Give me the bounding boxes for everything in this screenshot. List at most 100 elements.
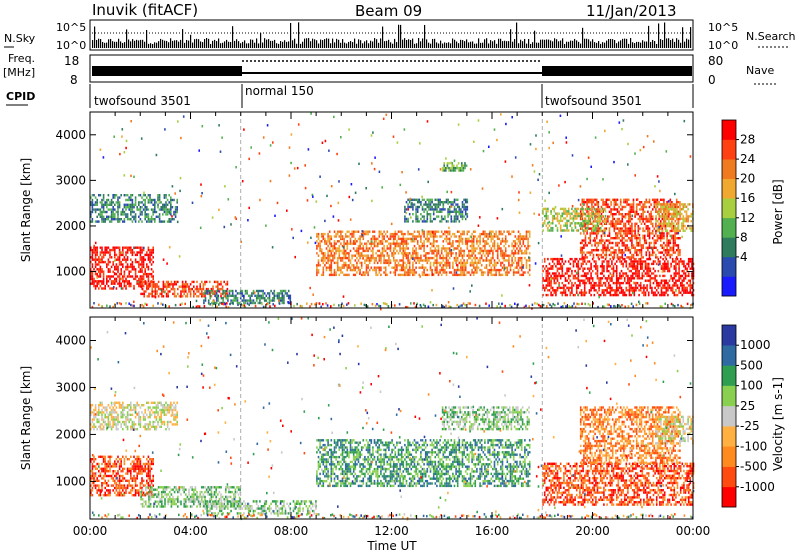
range-cell	[115, 280, 118, 283]
range-cell	[659, 225, 662, 228]
range-cell	[373, 235, 376, 238]
range-cell	[333, 256, 336, 260]
range-cell	[651, 198, 654, 201]
range-cell	[340, 256, 342, 260]
nsky-sample	[602, 42, 604, 48]
range-cell	[162, 280, 165, 284]
range-cell	[383, 230, 385, 233]
range-cell	[616, 217, 619, 221]
range-cell	[556, 277, 559, 280]
range-cell	[429, 261, 432, 265]
range-cell	[627, 277, 629, 280]
range-cell	[589, 253, 592, 257]
range-cell	[104, 246, 106, 249]
range-cell	[405, 208, 408, 211]
range-cell	[155, 215, 158, 218]
range-cell	[384, 259, 387, 262]
range-cell	[615, 277, 618, 280]
range-cell	[643, 222, 646, 225]
range-cell	[365, 254, 368, 257]
range-cell	[678, 291, 680, 294]
range-cell	[117, 206, 119, 209]
range-cell	[104, 203, 106, 206]
range-cell	[455, 220, 457, 223]
range-cell	[316, 232, 318, 236]
range-cell	[101, 198, 103, 202]
range-cell	[563, 210, 565, 213]
range-cell	[511, 259, 513, 262]
range-cell	[677, 210, 680, 213]
nsky-sample	[556, 39, 558, 48]
range-cell	[679, 281, 682, 285]
range-cell	[96, 263, 98, 266]
range-cell	[594, 249, 596, 252]
range-cell	[383, 247, 385, 250]
range-cell	[450, 244, 453, 248]
range-cell	[674, 232, 676, 235]
range-cell	[215, 289, 218, 293]
range-cell	[572, 219, 575, 223]
range-cell	[394, 259, 397, 262]
range-cell	[370, 259, 373, 262]
range-cell	[619, 227, 622, 230]
nsky-sample	[374, 38, 376, 48]
range-cell	[201, 290, 203, 293]
range-cell	[466, 237, 469, 241]
range-cell	[669, 241, 672, 245]
range-cell	[317, 259, 320, 262]
range-cell	[381, 254, 384, 257]
range-cell	[671, 286, 674, 290]
range-cell	[607, 281, 610, 285]
range-cell	[392, 259, 395, 262]
range-cell	[586, 210, 588, 213]
range-cell	[657, 286, 660, 290]
range-cell	[243, 297, 245, 300]
range-cell	[333, 242, 336, 245]
range-cell	[170, 196, 172, 199]
range-cell	[120, 268, 122, 271]
range-cell	[159, 287, 161, 291]
range-cell	[126, 258, 129, 261]
range-cell	[333, 268, 336, 272]
range-cell	[619, 281, 621, 285]
nsky-sample	[390, 42, 392, 48]
range-cell	[583, 201, 585, 204]
range-cell	[448, 261, 451, 265]
range-cell	[561, 272, 564, 275]
range-cell	[423, 247, 425, 250]
nsky-sample	[570, 40, 572, 48]
range-cell	[551, 229, 554, 232]
range-cell	[622, 289, 624, 292]
range-cell	[408, 201, 411, 204]
range-cell	[138, 284, 140, 288]
range-cell	[257, 301, 260, 305]
range-cell	[142, 198, 145, 202]
range-cell	[133, 206, 135, 209]
range-cell	[511, 261, 513, 265]
range-cell	[447, 254, 449, 257]
range-cell	[158, 194, 161, 197]
range-cell	[581, 246, 584, 249]
range-cell	[600, 249, 603, 252]
range-cell	[463, 215, 465, 218]
range-cell	[669, 198, 672, 201]
range-cell	[582, 291, 584, 294]
range-cell	[519, 273, 521, 277]
range-cell	[613, 225, 616, 228]
nsky-sample	[686, 38, 688, 48]
range-cell	[458, 205, 461, 209]
range-cell	[429, 264, 432, 267]
range-cell	[548, 277, 551, 280]
nsky-sample	[172, 40, 174, 48]
range-cell	[574, 274, 576, 278]
range-cell	[589, 239, 592, 242]
range-cell	[330, 252, 333, 255]
range-cell	[559, 257, 562, 261]
range-cell	[611, 246, 614, 249]
range-cell	[343, 256, 345, 260]
range-cell	[493, 268, 496, 272]
range-cell	[112, 210, 114, 214]
range-cell	[604, 257, 607, 261]
range-cell	[635, 237, 638, 240]
range-cell	[392, 256, 395, 260]
